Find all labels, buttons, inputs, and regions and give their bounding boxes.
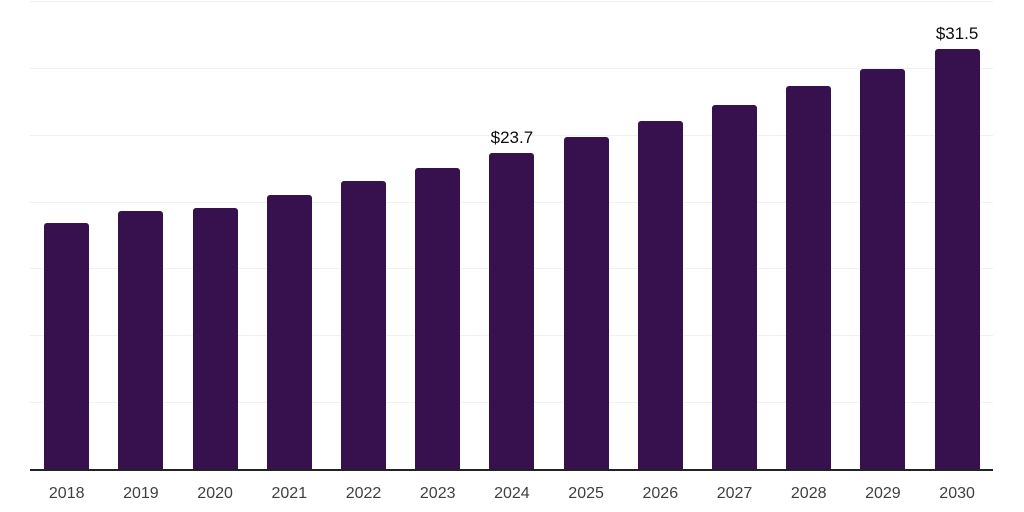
grid-line	[30, 1, 993, 2]
x-tick-label-2030: 2030	[939, 485, 975, 502]
bar-2022	[341, 181, 386, 470]
bar-2021	[266, 194, 312, 470]
x-tick-label-2018: 2018	[48, 485, 85, 502]
x-axis-line	[30, 469, 993, 471]
bar-2023	[415, 167, 461, 470]
grid-line	[30, 134, 993, 136]
x-tick-label-2022: 2022	[345, 485, 382, 502]
bar-2028	[786, 86, 832, 470]
x-tick-label-2023: 2023	[419, 485, 456, 502]
bar-2025	[563, 137, 609, 470]
bar-2019	[118, 210, 164, 470]
x-tick-label-2029: 2029	[865, 485, 901, 502]
x-tick-label-2025: 2025	[568, 485, 604, 502]
x-tick-label-2027: 2027	[716, 485, 753, 502]
value-label-2024: $23.7	[490, 128, 534, 148]
bar-2026	[637, 121, 683, 470]
x-tick-label-2028: 2028	[790, 485, 827, 502]
grid-line	[30, 67, 993, 69]
bar-2029	[860, 68, 906, 470]
x-tick-label-2019: 2019	[123, 485, 159, 502]
x-tick-label-2020: 2020	[197, 485, 233, 502]
bar-2018	[44, 222, 90, 470]
x-tick-label-2021: 2021	[271, 485, 308, 502]
bar-2024	[489, 153, 535, 470]
value-label-2030: $31.5	[935, 23, 979, 43]
x-tick-label-2024: 2024	[494, 485, 530, 502]
plot-area: $23.7 $31.5	[30, 0, 993, 471]
bar-2020	[192, 207, 238, 470]
bar-2030	[934, 48, 980, 470]
bar-2027	[712, 104, 757, 470]
x-tick-label-2026: 2026	[642, 485, 679, 502]
